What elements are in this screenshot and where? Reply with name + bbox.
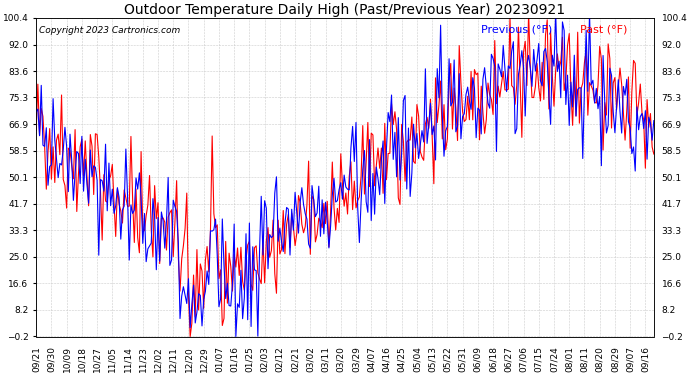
Text: Past (°F): Past (°F)	[580, 24, 627, 34]
Text: Previous (°F): Previous (°F)	[481, 24, 552, 34]
Text: Copyright 2023 Cartronics.com: Copyright 2023 Cartronics.com	[39, 26, 181, 35]
Title: Outdoor Temperature Daily High (Past/Previous Year) 20230921: Outdoor Temperature Daily High (Past/Pre…	[124, 3, 566, 17]
